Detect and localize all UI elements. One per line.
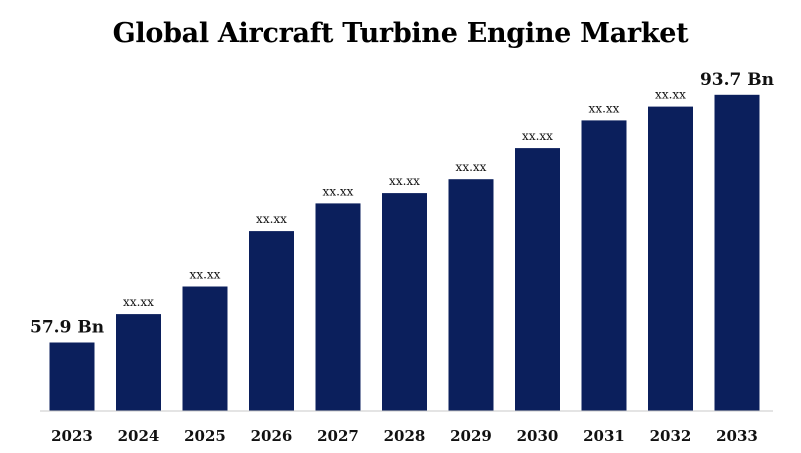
x-tick-label-2030: 2030 [517,427,559,445]
bar-2029 [448,179,494,411]
data-label-2023: 57.9 Bn [30,318,104,338]
data-label-2026: xx.xx [256,212,287,226]
bar-2031 [581,120,627,412]
chart-title: Global Aircraft Turbine Engine Market [112,18,689,49]
x-tick-label-2033: 2033 [716,427,758,445]
bar-2025 [182,286,228,411]
data-labels-group: 57.9 Bn xx.xx xx.xx xx.xx xx.xx xx.xx xx.xx xx.… [30,70,774,338]
data-label-2033: 93.7 Bn [700,70,774,90]
x-tick-label-2027: 2027 [317,427,359,445]
data-label-2028: xx.xx [389,174,420,188]
x-tick-label-2025: 2025 [184,427,226,445]
data-label-2024: xx.xx [123,295,154,309]
x-tick-labels-group: 2023 2024 2025 2026 2027 2028 2029 2030 2031 2032… [51,427,758,445]
bar-2027 [315,203,361,411]
x-tick-label-2024: 2024 [118,427,160,445]
bars-group [49,94,760,412]
data-label-2029: xx.xx [456,160,487,174]
bar-2026 [249,231,294,411]
bar-2030 [515,148,560,411]
x-tick-label-2031: 2031 [583,427,625,445]
bar-2033 [714,94,760,412]
data-label-2031: xx.xx [589,101,620,115]
data-label-2032: xx.xx [655,88,686,102]
x-tick-label-2023: 2023 [51,427,93,445]
data-label-2030: xx.xx [522,129,553,143]
bar-2024 [116,314,161,411]
bar-2028 [382,193,427,411]
x-tick-label-2028: 2028 [384,427,426,445]
bar-2032 [648,106,693,411]
x-tick-label-2032: 2032 [650,427,692,445]
x-tick-label-2026: 2026 [251,427,293,445]
bar-2023 [49,342,95,411]
data-label-2027: xx.xx [323,184,354,198]
data-label-2025: xx.xx [190,268,221,282]
x-tick-label-2029: 2029 [450,427,492,445]
